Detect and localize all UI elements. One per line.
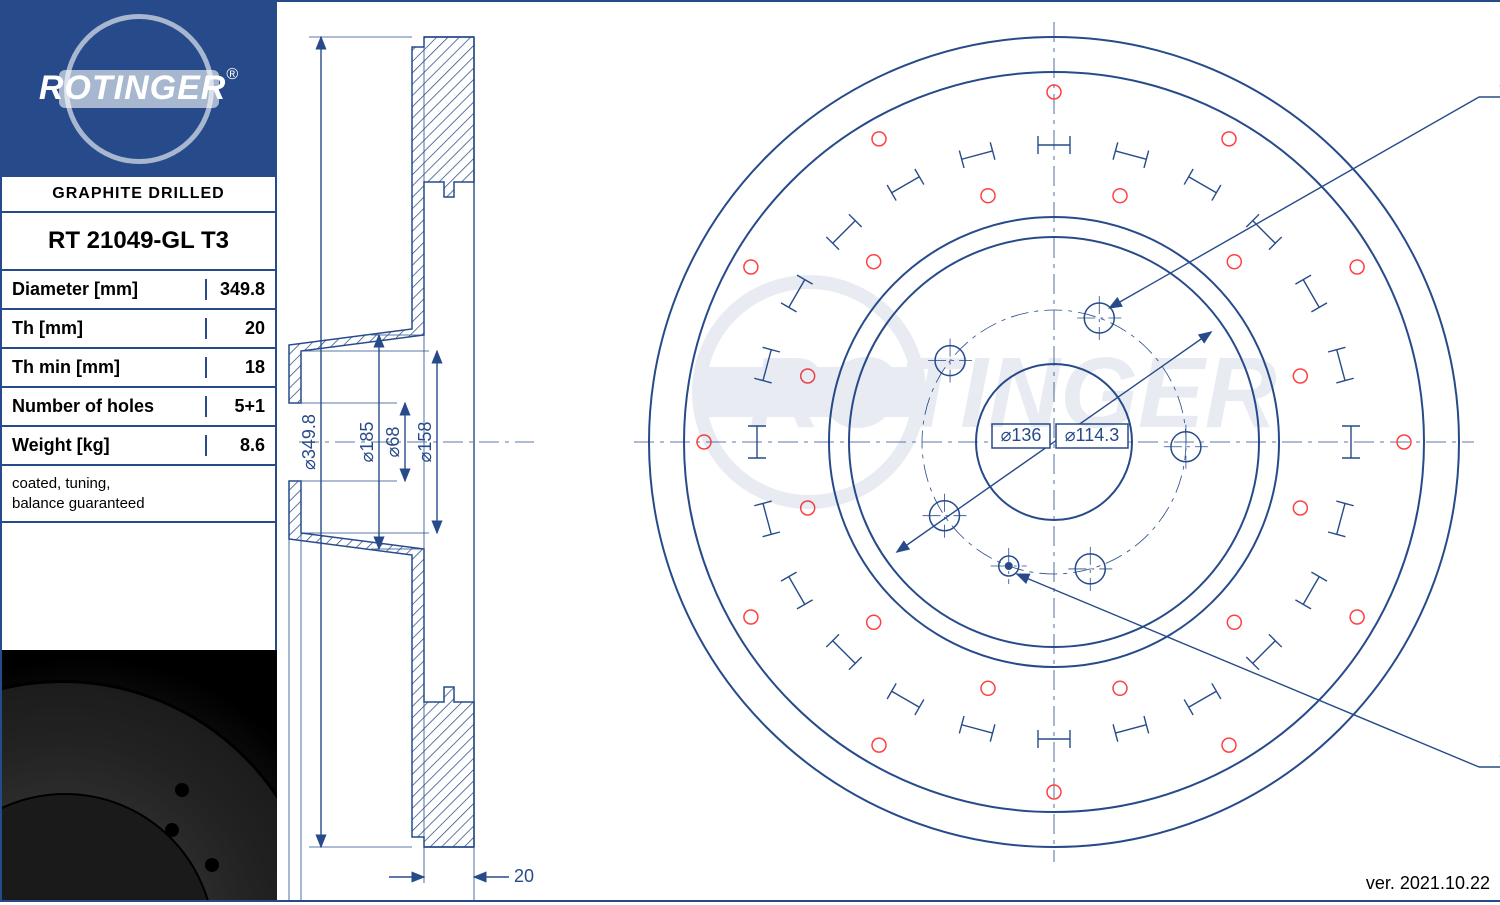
spec-value: 5+1 [205, 396, 265, 417]
spec-label: Weight [kg] [12, 435, 110, 456]
spec-value: 8.6 [205, 435, 265, 456]
registered-mark: ® [226, 66, 238, 84]
subtitle-row: GRAPHITE DRILLED [2, 177, 275, 213]
spec-label: Diameter [mm] [12, 279, 138, 300]
technical-drawing: ROTINGER ⌀349.8⌀185⌀68⌀15820557 ⌀136⌀114… [279, 2, 1500, 900]
sidebar: ROTINGER® GRAPHITE DRILLED RT 21049-GL T… [2, 2, 277, 900]
spec-label: Number of holes [12, 396, 154, 417]
front-view: ⌀136⌀114.3⌀12.7⌀12 [634, 22, 1500, 862]
svg-text:20: 20 [514, 866, 534, 886]
spec-row: Th min [mm] 18 [2, 349, 275, 388]
spec-row: Number of holes 5+1 [2, 388, 275, 427]
spec-value: 20 [205, 318, 265, 339]
part-number: RT 21049-GL T3 [48, 227, 229, 255]
notes: coated, tuning,balance guaranteed [2, 466, 275, 523]
version-label: ver. 2021.10.22 [1366, 873, 1490, 894]
subtitle: GRAPHITE DRILLED [52, 185, 224, 203]
section-view: ⌀349.8⌀185⌀68⌀15820557 [279, 37, 534, 900]
brand-logo: ROTINGER® [2, 2, 275, 177]
product-photo [2, 650, 277, 900]
svg-text:⌀68: ⌀68 [383, 427, 403, 458]
spec-value: 18 [205, 357, 265, 378]
spec-row: Weight [kg] 8.6 [2, 427, 275, 466]
spec-value: 349.8 [205, 279, 265, 300]
partno-row: RT 21049-GL T3 [2, 213, 275, 271]
spec-label: Th [mm] [12, 318, 83, 339]
spec-row: Diameter [mm] 349.8 [2, 271, 275, 310]
page: ROTINGER® GRAPHITE DRILLED RT 21049-GL T… [0, 0, 1500, 902]
svg-text:⌀136: ⌀136 [1001, 425, 1042, 445]
drawing-svg: ⌀349.8⌀185⌀68⌀15820557 ⌀136⌀114.3⌀12.7⌀1… [279, 2, 1500, 900]
spec-label: Th min [mm] [12, 357, 120, 378]
svg-text:⌀185: ⌀185 [357, 422, 377, 463]
notes-text: coated, tuning,balance guaranteed [12, 475, 145, 512]
version-text: ver. 2021.10.22 [1366, 873, 1490, 893]
disc-photo [2, 680, 277, 900]
svg-text:⌀349.8: ⌀349.8 [299, 414, 319, 470]
svg-text:⌀158: ⌀158 [415, 422, 435, 463]
spec-row: Th [mm] 20 [2, 310, 275, 349]
brand-name: ROTINGER [39, 69, 226, 108]
svg-text:⌀114.3: ⌀114.3 [1065, 425, 1120, 445]
